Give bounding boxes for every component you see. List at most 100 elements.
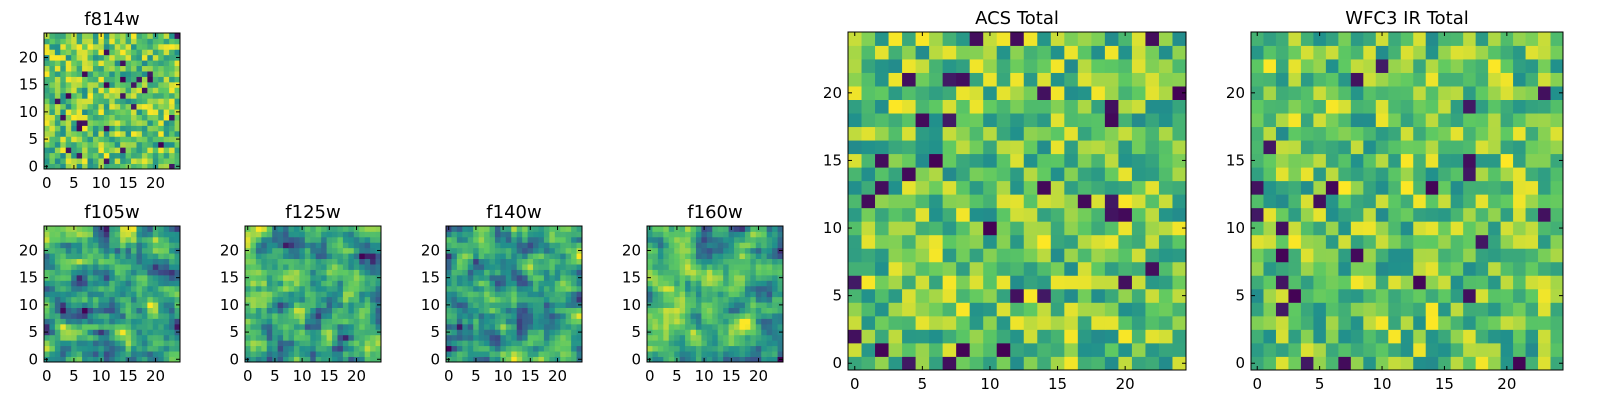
heatmap-cell: [44, 236, 50, 243]
heatmap-cell: [1300, 275, 1314, 290]
heatmap-cell: [1488, 356, 1501, 371]
heatmap-cell: [1300, 234, 1314, 249]
heatmap-cell: [65, 318, 72, 325]
heatmap-cell: [969, 356, 984, 371]
heatmap-cell: [1118, 342, 1133, 357]
heatmap-cell: [1118, 261, 1133, 276]
heatmap-cell: [511, 302, 518, 308]
heatmap-cell: [668, 356, 675, 363]
heatmap-cell: [141, 38, 148, 45]
heatmap-cell: [772, 247, 778, 254]
heatmap-cell: [554, 258, 561, 265]
heatmap-cell: [473, 231, 480, 238]
heatmap-cell: [125, 313, 132, 319]
heatmap-cell: [1251, 59, 1264, 73]
heatmap-cell: [1425, 221, 1439, 236]
heatmap-cell: [125, 334, 132, 341]
heatmap-cell: [915, 288, 930, 303]
heatmap-cell: [1091, 59, 1106, 73]
heatmap-cell: [245, 334, 251, 341]
heatmap-cell: [560, 318, 567, 325]
heatmap-cell: [549, 285, 556, 292]
heatmap-cell: [120, 253, 126, 260]
heatmap-cell: [942, 342, 957, 357]
heatmap-cell: [1538, 126, 1551, 141]
heatmap-cell: [527, 264, 534, 270]
heatmap-cell: [245, 340, 251, 347]
heatmap-cell: [293, 318, 300, 325]
heatmap-cell: [1172, 261, 1187, 276]
heatmap-cell: [49, 280, 56, 287]
heatmap-cell: [152, 291, 159, 298]
heatmap-cell: [49, 136, 56, 143]
heatmap-cell: [467, 313, 474, 319]
heatmap-cell: [875, 261, 889, 276]
heatmap-cell: [652, 351, 659, 357]
heatmap-cell: [76, 242, 83, 249]
heatmap-cell: [174, 60, 181, 67]
heatmap-cell: [76, 285, 83, 292]
heatmap-cell: [136, 147, 143, 154]
heatmap-cell: [54, 340, 61, 347]
heatmap-cell: [359, 236, 366, 243]
heatmap-cell: [1313, 329, 1327, 344]
heatmap-cell: [54, 49, 61, 56]
heatmap-cell: [505, 226, 512, 232]
heatmap-cell: [1475, 356, 1489, 371]
heatmap-cell: [261, 280, 268, 287]
heatmap-cell: [245, 258, 251, 265]
heatmap-cell: [315, 231, 322, 238]
heatmap-cell: [695, 236, 702, 243]
heatmap-cell: [158, 323, 165, 330]
heatmap-cell: [147, 43, 154, 50]
heatmap-cell: [326, 340, 333, 347]
heatmap-cell: [82, 340, 88, 347]
heatmap-cell: [969, 261, 984, 276]
heatmap-cell: [663, 345, 670, 352]
heatmap-cell: [158, 109, 165, 115]
heatmap-cell: [1425, 248, 1439, 263]
heatmap-cell: [76, 253, 83, 260]
heatmap-cell: [956, 302, 971, 317]
heatmap-cell: [690, 253, 697, 260]
heatmap-cell: [60, 120, 67, 126]
heatmap-cell: [549, 247, 556, 254]
heatmap-cell: [120, 98, 126, 105]
heatmap-cell: [1288, 194, 1302, 209]
heatmap-cell: [288, 280, 295, 287]
heatmap-cell: [576, 258, 583, 265]
heatmap-cell: [359, 302, 366, 308]
heatmap-cell: [315, 269, 322, 276]
heatmap-cell: [1050, 302, 1065, 317]
heatmap-cell: [1010, 86, 1025, 100]
heatmap-cell: [647, 313, 653, 319]
heatmap-cell: [647, 253, 653, 260]
heatmap-cell: [467, 242, 474, 249]
heatmap-cell: [158, 33, 165, 39]
heatmap-cell: [1118, 153, 1133, 168]
heatmap-cell: [87, 264, 94, 270]
heatmap-cell: [272, 285, 279, 292]
heatmap-cell: [451, 247, 458, 254]
heatmap-cell: [668, 345, 675, 352]
x-tick-label: 5: [471, 367, 481, 385]
heatmap-cell: [163, 340, 170, 347]
heatmap-cell: [888, 59, 903, 73]
heatmap-cell: [1550, 113, 1564, 128]
heatmap-cell: [304, 291, 311, 298]
heatmap-cell: [261, 291, 268, 298]
heatmap-cell: [571, 334, 577, 341]
heatmap-cell: [744, 313, 751, 319]
heatmap-cell: [337, 253, 344, 260]
heatmap-cell: [315, 253, 322, 260]
heatmap-cell: [755, 258, 762, 265]
heatmap-cell: [114, 81, 121, 88]
heatmap-cell: [174, 114, 181, 121]
heatmap-cell: [109, 356, 116, 363]
heatmap-cell: [98, 76, 105, 83]
heatmap-cell: [1388, 113, 1402, 128]
heatmap-cell: [723, 236, 729, 243]
heatmap-cell: [772, 291, 778, 298]
y-tick-label: 10: [19, 103, 38, 121]
heatmap-cell: [1338, 194, 1352, 209]
